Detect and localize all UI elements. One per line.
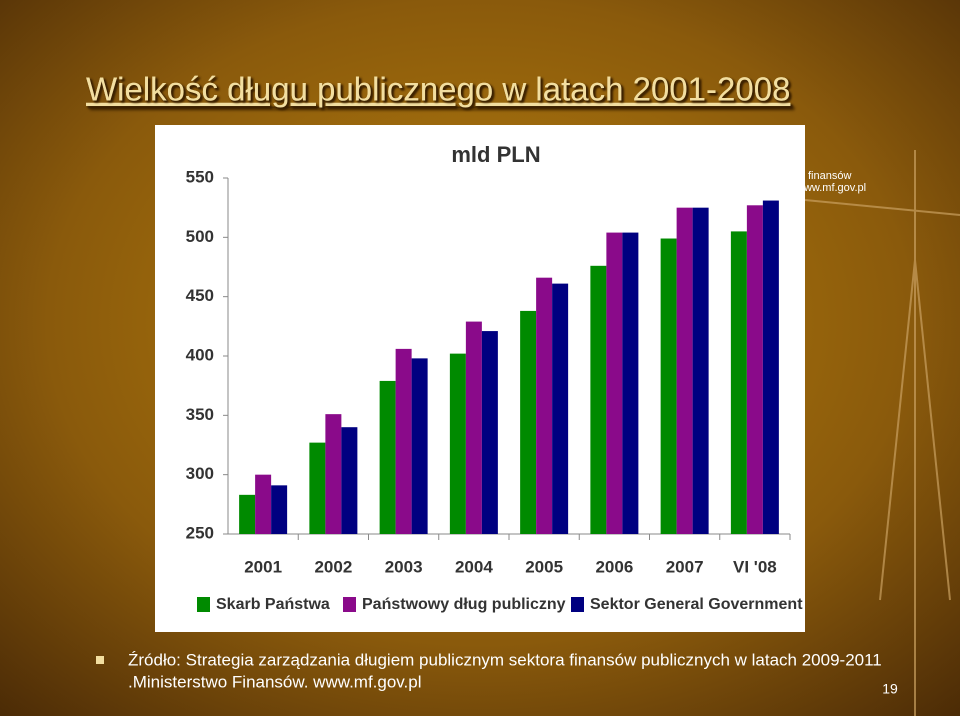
y-tick-label: 350 (186, 405, 214, 424)
bar (746, 205, 763, 534)
x-tick-label: VI '08 (733, 557, 777, 576)
x-tick-label: 2004 (455, 557, 493, 576)
x-tick-label: 2002 (314, 557, 352, 576)
bar (606, 232, 623, 534)
source-text: .Ministerstwo Finansów. www.mf.gov.pl (128, 672, 422, 691)
slide-title: Wielkość długu publicznego w latach 2001… (86, 71, 790, 108)
bar (255, 474, 272, 534)
bar (730, 231, 747, 534)
bar (449, 353, 466, 534)
legend-swatch (571, 597, 584, 612)
bar (762, 200, 779, 534)
bar (536, 277, 553, 534)
bar (395, 348, 412, 534)
scales-decoration (804, 150, 960, 716)
bar (676, 207, 693, 534)
bar (325, 414, 342, 534)
bar (552, 283, 569, 534)
bar (379, 380, 396, 534)
x-tick-label: 2001 (244, 557, 282, 576)
bar (660, 238, 677, 534)
bar (239, 494, 256, 534)
y-tick-label: 550 (186, 167, 214, 186)
x-tick-label: 2006 (595, 557, 633, 576)
legend-label: Sektor General Government (590, 596, 803, 613)
legend-label: Skarb Państwa (216, 596, 330, 613)
y-tick-label: 500 (186, 227, 214, 246)
bar (520, 310, 537, 534)
x-tick-label: 2005 (525, 557, 563, 576)
y-tick-label: 400 (186, 345, 214, 364)
x-tick-label: 2007 (666, 557, 704, 576)
page-number: 19 (882, 681, 898, 697)
bar (622, 232, 639, 534)
bar (481, 331, 498, 534)
bar (271, 485, 288, 534)
y-tick-label: 450 (186, 286, 214, 305)
background-text: finansów (808, 170, 851, 182)
bar (692, 207, 709, 534)
bar (341, 427, 358, 534)
bar (411, 358, 428, 534)
bar (309, 442, 326, 534)
y-tick-label: 250 (186, 523, 214, 542)
source-text: Źródło: Strategia zarządzania długiem pu… (128, 650, 882, 669)
background-text: www.mf.gov.pl (795, 182, 866, 194)
bar (590, 265, 607, 534)
bullet (96, 656, 104, 664)
chart-title: mld PLN (451, 142, 540, 167)
legend-swatch (343, 597, 356, 612)
legend-label: Państwowy dług publiczny (362, 596, 566, 613)
plot: 250 300 350 400 450 500 550 2001 2002 2003 2004 200… (186, 167, 804, 613)
y-tick-label: 300 (186, 464, 214, 483)
legend-swatch (197, 597, 210, 612)
bar (465, 321, 482, 534)
x-tick-label: 2003 (385, 557, 423, 576)
